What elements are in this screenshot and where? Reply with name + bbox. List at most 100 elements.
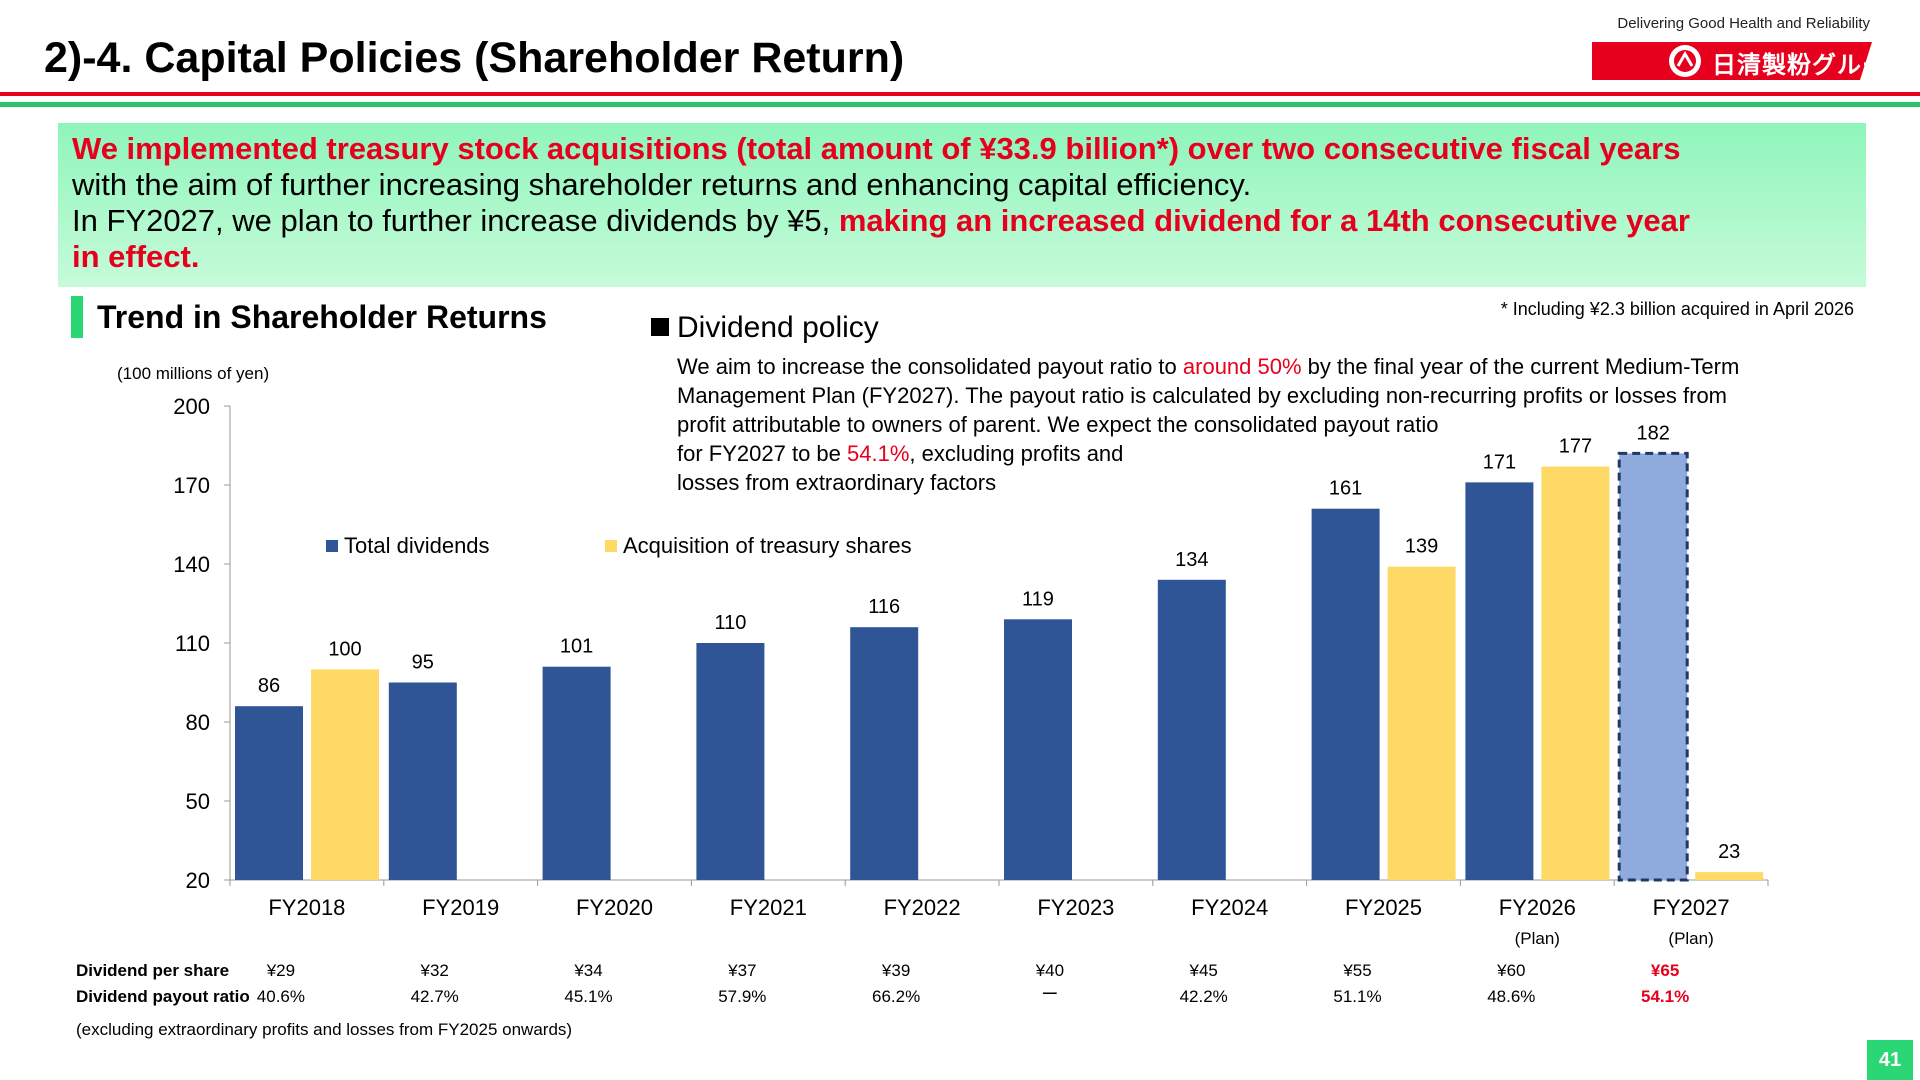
x-category-label: FY2020 xyxy=(576,895,653,920)
chart-unit-label: (100 millions of yen) xyxy=(117,364,269,383)
table-cell-dividend-per-share: ¥37 xyxy=(728,961,757,980)
summary-line-3: In FY2027, we plan to further increase d… xyxy=(72,203,1852,239)
data-label-treasury-shares: 23 xyxy=(1718,841,1740,863)
legend-label-treasury-shares: Acquisition of treasury shares xyxy=(623,533,912,558)
company-logo: 日清製粉グループ xyxy=(1592,42,1910,80)
table-cell-payout-ratio: 42.2% xyxy=(1179,987,1228,1006)
legend-label-total-dividends: Total dividends xyxy=(344,533,490,558)
data-label-total-dividends: 171 xyxy=(1483,451,1516,473)
data-label-total-dividends: 86 xyxy=(258,675,280,697)
tagline: Delivering Good Health and Reliability xyxy=(1617,15,1870,32)
section-title: Trend in Shareholder Returns xyxy=(97,299,547,335)
x-category-label: FY2026 xyxy=(1499,895,1576,920)
data-label-total-dividends: 182 xyxy=(1637,422,1670,444)
data-label-total-dividends: 161 xyxy=(1329,478,1362,500)
legend-swatch-total-dividends xyxy=(326,540,338,552)
bar-total-dividends xyxy=(1465,482,1534,880)
data-label-total-dividends: 134 xyxy=(1175,549,1208,571)
bar-total-dividends xyxy=(850,627,919,880)
bar-total-dividends xyxy=(1617,451,1689,882)
policy-target-ratio: around 50% xyxy=(1182,354,1302,379)
x-category-label: FY2021 xyxy=(730,895,807,920)
table-cell-dividend-per-share: ¥39 xyxy=(881,961,911,980)
bar-total-dividends xyxy=(1311,508,1380,880)
policy-bullet xyxy=(651,318,669,336)
table-cell-payout-ratio: ー xyxy=(1041,985,1059,1004)
acquisition-footnote: * Including ¥2.3 billion acquired in Apr… xyxy=(1500,299,1854,319)
logo-graphic xyxy=(1592,42,1872,80)
table-cell-dividend-per-share: ¥32 xyxy=(420,961,449,980)
table-cell-payout-ratio: 54.1% xyxy=(1640,987,1690,1006)
table-cell-payout-ratio: 48.6% xyxy=(1487,987,1536,1006)
bar-treasury-shares xyxy=(311,669,379,880)
policy-line-1-b: by the final year of the current Medium-… xyxy=(1301,354,1740,379)
policy-line-1-a: We aim to increase the consolidated payo… xyxy=(677,354,1183,379)
summary-line-2: with the aim of further increasing share… xyxy=(72,167,1252,202)
x-category-label: FY2023 xyxy=(1037,895,1114,920)
y-tick-label: 170 xyxy=(173,473,210,498)
summary-line-1: We implemented treasury stock acquisitio… xyxy=(72,131,1681,166)
summary-line-3-highlight: making an increased dividend for a 14th … xyxy=(838,203,1690,238)
policy-line-2: Management Plan (FY2027). The payout rat… xyxy=(677,383,1728,408)
y-tick-label: 50 xyxy=(186,789,210,814)
page-title: 2)-4. Capital Policies (Shareholder Retu… xyxy=(44,34,905,82)
x-category-sublabel: (Plan) xyxy=(1668,929,1713,948)
table-label-payout-ratio: Dividend payout ratio xyxy=(76,987,250,1006)
bar-treasury-shares xyxy=(1387,566,1456,880)
table-cell-dividend-per-share: ¥29 xyxy=(266,961,296,980)
table-cell-dividend-per-share: ¥60 xyxy=(1497,961,1526,980)
policy-line-4-a: for FY2027 to be xyxy=(677,441,847,466)
chart-axes: 20 50 80 110 140 170 200 xyxy=(173,394,1769,893)
table-cell-dividend-per-share: ¥45 xyxy=(1189,961,1218,980)
header-green-rule xyxy=(0,102,1920,107)
bar-treasury-shares xyxy=(1695,872,1764,880)
data-label-total-dividends: 95 xyxy=(412,652,434,674)
table-cell-dividend-per-share: ¥34 xyxy=(574,961,603,980)
y-tick-label: 20 xyxy=(186,868,210,893)
data-label-total-dividends: 101 xyxy=(560,636,593,658)
data-label-total-dividends: 110 xyxy=(714,612,746,634)
x-category-sublabel: (Plan) xyxy=(1515,929,1560,948)
shareholder-returns-chart: (100 millions of yen) 20 50 80 110 140 170 200… xyxy=(117,364,1769,948)
table-cell-dividend-per-share: ¥65 xyxy=(1650,961,1680,980)
page-number: 41 xyxy=(1867,1040,1913,1080)
x-category-label: FY2019 xyxy=(422,895,499,920)
bar-total-dividends xyxy=(696,643,765,880)
chart-bars xyxy=(235,451,1764,882)
policy-expected-ratio: 54.1% xyxy=(847,441,910,466)
data-label-total-dividends: 116 xyxy=(868,596,900,618)
bar-treasury-shares xyxy=(1541,466,1610,880)
x-category-label: FY2022 xyxy=(884,895,961,920)
table-cell-payout-ratio: 57.9% xyxy=(718,987,767,1006)
bar-total-dividends xyxy=(1157,579,1226,880)
x-category-label: FY2018 xyxy=(268,895,345,920)
legend-swatch-treasury-shares xyxy=(605,540,617,552)
logo-text: 日清製粉グループ xyxy=(1712,52,1911,79)
bar-total-dividends xyxy=(542,666,611,880)
section-marker xyxy=(71,296,83,338)
summary-box: We implemented treasury stock acquisitio… xyxy=(58,123,1866,287)
x-category-label: FY2025 xyxy=(1345,895,1422,920)
table-cell-payout-ratio: 66.2% xyxy=(871,987,921,1006)
summary-line-4: in effect. xyxy=(72,239,200,274)
x-category-label: FY2024 xyxy=(1191,895,1268,920)
policy-line-5: losses from extraordinary factors xyxy=(677,470,997,495)
policy-line-4: for FY2027 to be 54.1%, excluding profit… xyxy=(677,440,1123,468)
y-tick-label: 110 xyxy=(175,631,210,656)
bar-total-dividends xyxy=(235,706,303,880)
table-cell-payout-ratio: 51.1% xyxy=(1333,987,1382,1006)
x-category-label: FY2027 xyxy=(1653,895,1730,920)
data-label-treasury-shares: 177 xyxy=(1559,436,1592,458)
table-cell-dividend-per-share: ¥40 xyxy=(1035,961,1065,980)
chart-legend: Total dividends Acquisition of treasury … xyxy=(326,533,912,558)
table-cell-payout-ratio: 40.6% xyxy=(256,987,305,1006)
table-cell-payout-ratio: 42.7% xyxy=(410,987,459,1006)
bar-total-dividends xyxy=(388,682,457,880)
policy-line-1: We aim to increase the consolidated payo… xyxy=(677,353,1739,381)
y-tick-label: 200 xyxy=(173,394,210,419)
chart-labels: 86 100 FY2018 95 FY2019 101 FY2020 110 FY2021 116… xyxy=(258,422,1740,948)
data-label-treasury-shares: 139 xyxy=(1405,536,1438,558)
table-note: (excluding extraordinary profits and los… xyxy=(76,1020,573,1039)
summary-line-3-text: In FY2027, we plan to further increase d… xyxy=(72,203,839,238)
data-label-total-dividends: 119 xyxy=(1022,588,1054,610)
